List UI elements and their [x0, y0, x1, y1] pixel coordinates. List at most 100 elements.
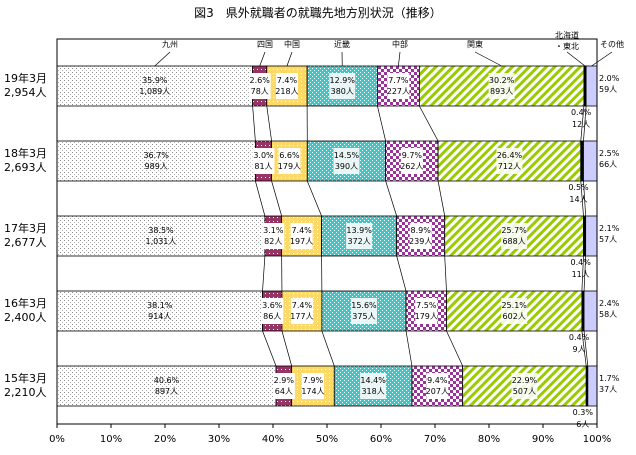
bar-segment	[56, 290, 263, 332]
data-label-bg	[496, 148, 523, 174]
data-label-bg	[387, 73, 410, 99]
legend-leader-line	[474, 51, 502, 67]
bar-segment	[411, 365, 464, 407]
data-label-bg	[278, 148, 301, 174]
connector-line	[581, 330, 587, 367]
connector-line	[266, 105, 272, 142]
category-label: 2,400人	[4, 311, 47, 324]
connector-line	[444, 255, 447, 292]
connector-line	[583, 105, 587, 142]
data-label-pct: 0.3%	[573, 408, 594, 417]
data-label-pct: 7.4%	[292, 301, 313, 310]
data-label-count: 177人	[290, 312, 313, 321]
data-label-pct: 9.4%	[427, 376, 448, 385]
data-label-pct: 22.9%	[512, 376, 538, 385]
data-label-pct: 2.5%	[599, 149, 620, 158]
connector-line	[583, 180, 587, 217]
x-tick-label: 70%	[424, 434, 446, 445]
data-label-count: 712人	[498, 162, 521, 171]
data-label-pct: 25.1%	[501, 301, 527, 310]
connector-line	[255, 180, 266, 217]
data-label-pct: 2.1%	[599, 224, 620, 233]
data-label-count: 372人	[347, 237, 370, 246]
legend-leader-line	[286, 51, 293, 67]
category-label: 16年3月	[4, 296, 47, 310]
x-tick-label: 40%	[262, 434, 284, 445]
data-label-bg	[252, 148, 275, 174]
data-label-count: 78人	[251, 87, 269, 96]
data-label-count: 14人	[569, 195, 587, 204]
data-label-bg	[333, 148, 360, 174]
connector-line	[580, 180, 584, 217]
bar-segment	[583, 290, 598, 332]
data-label-count: 57人	[599, 235, 617, 244]
data-label-pct: 35.9%	[142, 76, 168, 85]
data-label-count: 82人	[264, 237, 282, 246]
bar-segment	[585, 65, 598, 107]
connector-lines	[252, 105, 589, 367]
data-label-count: 59人	[599, 85, 617, 94]
data-label-count: 893人	[490, 87, 513, 96]
data-label-pct: 14.5%	[334, 151, 360, 160]
data-label-pct: 7.5%	[416, 301, 437, 310]
data-label-pct: 3.6%	[262, 301, 283, 310]
category-label: 2,677人	[4, 236, 47, 249]
data-label-pct: 3.1%	[263, 226, 284, 235]
legend-leader-line	[398, 51, 401, 67]
bar-segment	[56, 65, 254, 107]
bar-segment	[583, 140, 598, 182]
data-label-count: 914人	[148, 312, 171, 321]
data-label-count: 989人	[145, 162, 168, 171]
data-label-pct: 8.9%	[411, 226, 432, 235]
connector-line	[385, 180, 397, 217]
category-label: 2,693人	[4, 161, 47, 174]
data-label-bg	[301, 373, 324, 399]
data-label-count: 507人	[513, 387, 536, 396]
data-label-pct: 25.7%	[501, 226, 527, 235]
data-label-pct: 9.7%	[402, 151, 423, 160]
connector-line	[446, 330, 463, 367]
x-tick-label: 0%	[49, 434, 65, 445]
data-label-pct: 26.4%	[497, 151, 523, 160]
data-label-count: 64人	[275, 387, 293, 396]
data-label-bg	[488, 73, 515, 99]
data-label-count: 318人	[361, 387, 384, 396]
category-legend-labels: 九州 四国 中国 近畿 中部 関東 北海道・東北 その他	[154, 30, 624, 67]
data-label-pct: 6.6%	[279, 151, 300, 160]
data-label-pct: 14.4%	[360, 376, 386, 385]
data-label-bg	[261, 298, 284, 324]
data-label-pct: 2.0%	[599, 74, 620, 83]
data-label-count: 218人	[275, 87, 298, 96]
legend-leader-line	[154, 51, 171, 67]
data-label-pct: 38.5%	[148, 226, 174, 235]
data-label-count: 37人	[599, 385, 617, 394]
x-tick-label: 20%	[154, 434, 176, 445]
category-legend-label: 近畿	[334, 39, 350, 49]
x-tick-label: 10%	[100, 434, 122, 445]
data-label-bg	[350, 298, 377, 324]
data-label-count: 262人	[400, 162, 423, 171]
connector-line	[581, 255, 584, 292]
data-label-count: 1,089人	[139, 87, 170, 96]
data-label-pct: 7.7%	[388, 76, 409, 85]
connector-line	[583, 255, 587, 292]
category-legend-label: 中国	[284, 39, 300, 49]
connector-line	[306, 180, 322, 217]
data-label-bg	[501, 223, 528, 249]
legend-leader-line	[566, 51, 586, 67]
data-label-pct: 0.4%	[570, 258, 591, 267]
data-label-bg	[272, 373, 295, 399]
legend-leader-line	[591, 51, 613, 67]
category-legend-label: ・東北	[555, 41, 579, 51]
data-label-pct: 0.5%	[568, 183, 589, 192]
data-label-pct: 7.4%	[277, 76, 298, 85]
x-tick-label: 100%	[583, 434, 612, 445]
data-label-bg	[501, 298, 528, 324]
data-label-bg	[290, 298, 313, 324]
data-label-pct: 2.6%	[250, 76, 271, 85]
data-label-pct: 7.9%	[303, 376, 324, 385]
data-label-count: 897人	[155, 387, 178, 396]
bars-group: 35.9% 1,089人 2.6% 78人 7.4% 218人 12.9% 380人 7.7% 2…	[56, 65, 620, 429]
category-legend-label: 中部	[392, 39, 408, 49]
data-label-bg	[426, 373, 449, 399]
